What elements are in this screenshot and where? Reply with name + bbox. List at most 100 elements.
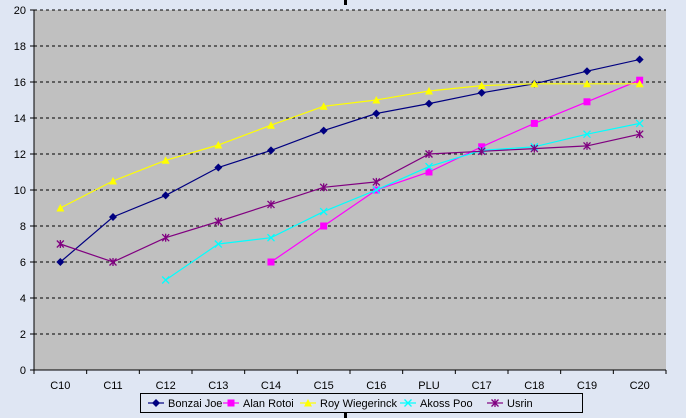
y-tick-label: 12 (14, 149, 26, 161)
data-point (56, 240, 65, 248)
data-point (425, 99, 433, 108)
data-point (319, 102, 328, 110)
data-point (372, 186, 381, 194)
data-point (319, 126, 328, 135)
data-point (372, 109, 381, 118)
data-point (109, 213, 117, 221)
series-line (270, 79, 640, 263)
data-point (214, 240, 223, 248)
legend-label: Akoss Poo (420, 398, 473, 410)
y-tick-label: 18 (14, 41, 26, 53)
data-point (635, 130, 644, 139)
data-point (161, 233, 170, 242)
series-group (56, 55, 644, 284)
x-tick-label: C12 (156, 380, 176, 392)
data-point (425, 87, 433, 95)
data-point (477, 147, 486, 156)
data-point-stroke (161, 276, 170, 284)
data-point (152, 399, 160, 407)
x-tick-label: PLU (418, 380, 439, 392)
data-point (320, 222, 328, 230)
data-point (478, 143, 486, 151)
data-point (161, 191, 170, 200)
legend: Bonzai Joe Alan Rotoi Roy Wiegerinck Akoss … (140, 393, 583, 413)
data-point (425, 150, 433, 158)
data-point (109, 177, 117, 185)
y-tick-label: 4 (20, 293, 26, 305)
legend-item: Roy Wiegerinck (300, 398, 398, 410)
y-tick-label: 10 (14, 185, 26, 197)
y-tick-label: 8 (20, 221, 26, 233)
data-point (161, 276, 170, 284)
series-line (165, 122, 640, 281)
x-axis-ticks: C10 C11 C12 C13 C14 C15 C16 PLU C17 C18 C19 C20 (33, 370, 667, 392)
y-axis-ticks: 0 2 4 6 8 10 12 14 16 18 20 (14, 5, 34, 377)
data-point (319, 183, 328, 192)
x-tick-label: C11 (103, 380, 122, 392)
data-point (214, 217, 223, 226)
data-point (583, 98, 591, 106)
series-usrin (56, 130, 644, 266)
bottom-tick-mark (344, 410, 347, 418)
data-point (477, 88, 486, 97)
y-tick-label: 6 (20, 257, 26, 269)
data-point (214, 141, 223, 149)
data-point (372, 177, 381, 186)
y-tick-label: 14 (14, 113, 26, 125)
data-point (425, 162, 433, 171)
data-point (583, 141, 591, 150)
data-point-stroke (372, 186, 381, 194)
data-point (109, 258, 117, 266)
y-tick-label: 16 (14, 77, 26, 89)
y-tick-label: 2 (20, 329, 26, 341)
data-point (56, 258, 65, 266)
data-point (635, 55, 644, 64)
legend-label: Usrin (507, 398, 533, 410)
data-point-stroke (635, 119, 644, 128)
data-point (267, 146, 275, 155)
x-tick-label: C14 (261, 380, 281, 392)
plot-area (34, 10, 666, 370)
data-point (530, 79, 539, 88)
data-point (477, 81, 486, 90)
data-point (267, 258, 275, 266)
data-point (635, 79, 644, 88)
x-tick-label: C16 (366, 380, 386, 392)
data-point-stroke (319, 207, 328, 216)
data-point (267, 233, 275, 242)
legend-label: Bonzai Joe (168, 398, 222, 410)
legend-label: Roy Wiegerinck (320, 398, 398, 410)
data-point (372, 96, 381, 104)
series-line (59, 58, 640, 263)
series-bonzai-joe (56, 55, 644, 266)
data-point (425, 168, 433, 176)
data-point (56, 204, 65, 212)
legend-label: Alan Rotoi (243, 398, 294, 410)
data-point (267, 121, 275, 129)
top-tick-mark (344, 0, 347, 5)
data-point (530, 119, 538, 127)
x-tick-label: C20 (630, 380, 650, 392)
series-line (60, 83, 640, 209)
legend-item: Alan Rotoi (223, 398, 294, 410)
series-roy-wiegerinck (56, 79, 644, 212)
data-point (227, 399, 235, 407)
series-line (60, 133, 640, 263)
legend-item: Akoss Poo (400, 398, 473, 410)
data-point (319, 207, 328, 216)
x-tick-label: C10 (50, 380, 70, 392)
data-point (491, 399, 499, 407)
data-point (404, 399, 412, 407)
data-point-stroke (425, 162, 433, 171)
legend-box (140, 393, 583, 413)
data-point (583, 79, 591, 88)
x-tick-label: C17 (472, 380, 492, 392)
data-point (161, 156, 170, 164)
data-point (583, 130, 591, 139)
data-point-stroke (404, 399, 412, 407)
x-tick-label: C19 (577, 380, 597, 392)
data-point (304, 399, 312, 407)
x-tick-label: C13 (208, 380, 228, 392)
